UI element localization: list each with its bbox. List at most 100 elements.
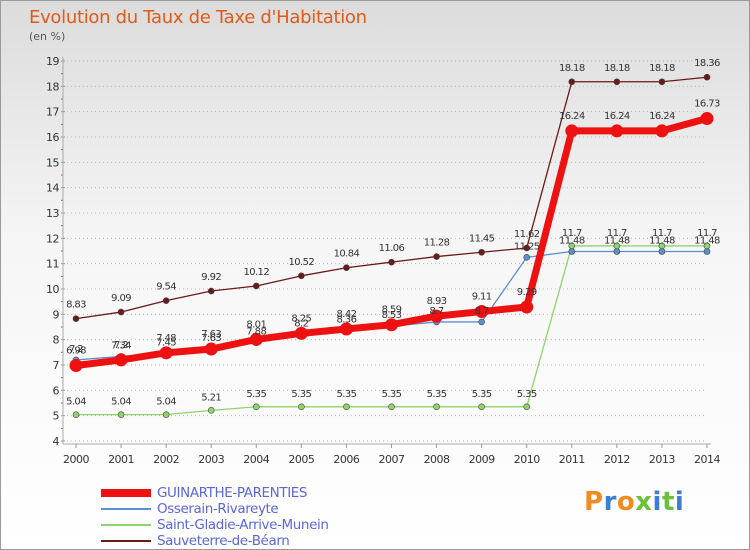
data-point [72,315,80,322]
chart-title: Evolution du Taux de Taxe d'Habitation [29,7,367,28]
x-tick-label: 2014 [694,453,720,466]
x-tick-label: 2009 [469,453,495,466]
data-point [339,322,353,336]
legend-item: Sauveterre-de-Béarn [101,533,401,549]
data-point [388,403,395,411]
data-label: 5.35 [472,389,492,400]
data-label: 11.7 [652,228,672,239]
data-point [204,342,218,356]
y-tick-label: 12 [46,232,59,245]
x-tick-label: 2012 [604,453,630,466]
y-tick-label: 9 [53,308,60,321]
data-label: 6.98 [66,346,86,357]
series-saint-gladie-arrive-munein [72,242,711,418]
series-layer [69,73,714,418]
unit-label: (en %) [29,30,66,43]
logo-letter: o [616,487,636,517]
grid-lines [63,60,707,442]
x-tick-label: 2011 [559,453,585,466]
data-label: 16.73 [694,99,720,110]
y-tick-label: 13 [46,207,59,220]
legend: GUINARTHE-PARENTIES Osserain-Rivareyte Sai… [101,485,401,549]
data-label: 11.7 [607,228,627,239]
data-label: 11.06 [379,243,405,254]
data-point [388,258,395,266]
data-label: 8.7 [430,306,444,317]
data-label: 8.42 [336,309,356,320]
data-point [658,78,666,86]
y-tick-label: 15 [46,156,59,169]
y-tick-label: 7 [53,359,60,372]
data-label: 9.11 [472,292,492,303]
data-label: 5.04 [111,397,131,408]
y-tick-label: 14 [46,182,59,195]
data-label: 7.34 [111,340,131,351]
data-label: 9.09 [111,293,131,304]
data-label: 7.2 [114,340,128,351]
y-tick-label: 10 [46,283,59,296]
data-label: 11.48 [604,236,630,247]
x-tick-label: 2007 [379,453,405,466]
data-label: 5.35 [382,389,402,400]
y-tick-label: 19 [46,55,59,68]
x-tick-label: 2002 [153,453,179,466]
data-point [655,124,669,138]
data-point [658,248,666,255]
data-point [298,403,305,411]
data-label: 8.83 [66,300,86,311]
data-label: 5.35 [336,389,356,400]
logo-letter: x [635,487,653,517]
data-label: 18.18 [649,63,675,74]
data-label: 8.01 [246,319,266,330]
data-point [610,124,624,138]
data-label: 11.48 [559,236,585,247]
data-point [252,403,260,411]
data-label: 7.63 [201,333,221,344]
legend-swatch [101,524,151,526]
data-point [72,411,80,418]
data-label: 5.04 [156,397,176,408]
data-label: 7.88 [246,327,266,338]
logo-letter: P [584,487,604,517]
data-label: 11.7 [697,228,717,239]
data-label: 5.35 [246,389,266,400]
logo-letter: t [661,487,675,517]
data-label: 8.2 [294,319,308,330]
data-label: 8.36 [336,315,356,326]
data-point [568,78,576,86]
data-point [343,403,350,411]
data-point [433,403,440,411]
logo-letter: i [674,487,685,517]
data-label: 11.48 [694,236,720,247]
data-point [430,309,444,323]
data-point [520,300,534,314]
data-label: 10.12 [243,267,269,278]
data-label: 7.48 [156,333,176,344]
data-point [162,297,170,304]
data-point [298,272,305,280]
data-label: 8.7 [475,306,489,317]
data-point [117,411,125,418]
series-sauveterre-de-b-arn [72,73,711,322]
data-label: 8.53 [382,310,402,321]
logo-letter: r [603,487,617,517]
legend-swatch [101,508,151,510]
data-point [249,332,263,346]
data-label: 8.25 [291,313,311,324]
data-point [117,308,125,316]
data-label: 5.04 [66,397,86,408]
data-point [478,318,485,326]
data-label: 5.35 [427,389,447,400]
data-label: 8.59 [382,305,402,316]
logo-letter: i [652,487,662,517]
y-tick-label: 4 [53,435,60,448]
data-label: 8.93 [427,296,447,307]
series-guinarthe-parenties [69,112,714,373]
data-point [207,287,215,295]
x-tick-label: 2004 [243,453,269,466]
legend-label: Saint-Gladie-Arrive-Munein [157,517,329,533]
data-label: 5.35 [291,389,311,400]
data-label: 18.18 [604,63,630,74]
data-label: 7.2 [69,344,83,355]
